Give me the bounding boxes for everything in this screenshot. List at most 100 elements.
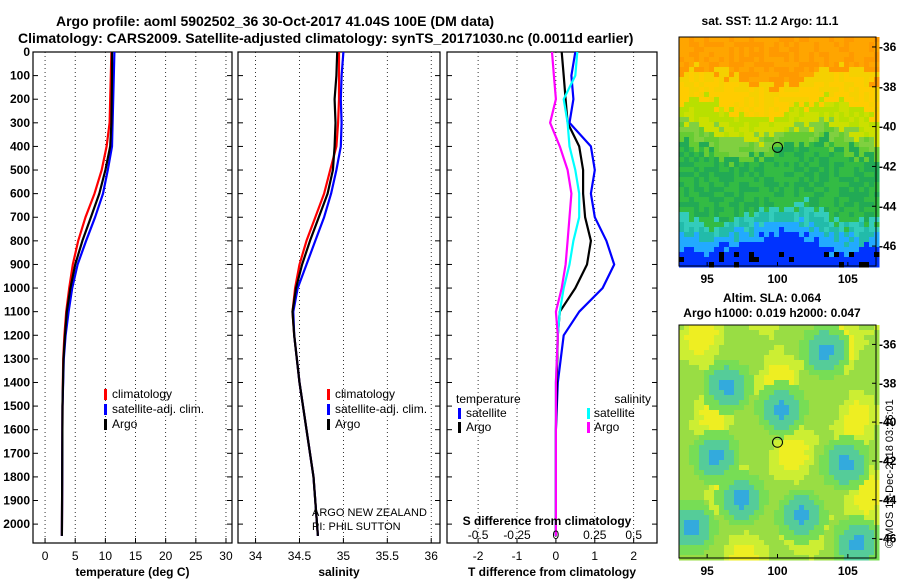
map-cell [774, 520, 780, 526]
map-cell [864, 87, 870, 93]
map-cell [689, 430, 695, 436]
map-cell [689, 390, 695, 396]
map-cell [704, 102, 710, 108]
map-cell [779, 490, 785, 496]
map-cell [829, 545, 835, 551]
map-cell [824, 102, 830, 108]
map-cell [739, 262, 745, 268]
map-cell [814, 400, 820, 406]
map-cell [694, 405, 700, 411]
map-cell [724, 42, 730, 48]
map-cell [824, 370, 830, 376]
map-cell [754, 395, 760, 401]
map-cell [784, 142, 790, 148]
map-cell [859, 132, 865, 138]
map-cell [854, 107, 860, 113]
map-cell [769, 197, 775, 203]
map-cell [794, 212, 800, 218]
map-cell [719, 475, 725, 481]
map-cell [814, 37, 820, 43]
map-cell [849, 72, 855, 78]
map-cell [704, 485, 710, 491]
map-cell [869, 137, 875, 143]
map-cell [699, 505, 705, 511]
map-cell [739, 192, 745, 198]
map-cell [779, 475, 785, 481]
map-cell [684, 325, 690, 331]
legend-swatch [587, 422, 590, 433]
map-cell [794, 340, 800, 346]
map-cell [719, 147, 725, 153]
map-cell [819, 435, 825, 441]
map-cell [759, 137, 765, 143]
map-cell [809, 520, 815, 526]
map-cell [699, 147, 705, 153]
map-cell [709, 77, 715, 83]
map-cell [704, 257, 710, 263]
map-cell [864, 515, 870, 521]
y-tick-label: 1100 [4, 305, 30, 319]
map-cell [844, 192, 850, 198]
legend-label: satellite [594, 406, 635, 420]
map-cell [799, 440, 805, 446]
map-cell [679, 252, 685, 258]
map-cell [779, 520, 785, 526]
map-cell [774, 192, 780, 198]
map-cell [729, 475, 735, 481]
map-cell [804, 247, 810, 253]
map-cell [854, 445, 860, 451]
map-cell [789, 490, 795, 496]
map-cell [739, 430, 745, 436]
map-cell [754, 202, 760, 208]
map-cell [769, 450, 775, 456]
map-cell [829, 242, 835, 248]
map-cell [774, 425, 780, 431]
map-cell [834, 137, 840, 143]
map-cell [719, 480, 725, 486]
map-cell [764, 335, 770, 341]
map-cell [829, 480, 835, 486]
map-cell [744, 52, 750, 58]
map-cell [689, 435, 695, 441]
map-cell [774, 157, 780, 163]
map-cell [769, 410, 775, 416]
y-tick-label: 1600 [3, 423, 30, 437]
map-cell [859, 237, 865, 243]
map-cell [714, 207, 720, 213]
map-cell [874, 390, 880, 396]
map-cell [694, 470, 700, 476]
map-cell [859, 67, 865, 73]
map-cell [804, 425, 810, 431]
map-cell [704, 380, 710, 386]
map-cell [799, 335, 805, 341]
map-cell [829, 262, 835, 268]
map-cell [874, 42, 880, 48]
map-cell [689, 460, 695, 466]
map-cell [809, 470, 815, 476]
map-cell [874, 550, 880, 556]
map-cell [849, 355, 855, 361]
map-cell [714, 465, 720, 471]
map-cell [724, 545, 730, 551]
map-cell [769, 82, 775, 88]
map-cell [854, 117, 860, 123]
map-cell [684, 535, 690, 541]
map-cell [749, 340, 755, 346]
map-cell [854, 340, 860, 346]
map-cell [689, 182, 695, 188]
map-cell [759, 67, 765, 73]
map-cell [789, 142, 795, 148]
map-cell [794, 237, 800, 243]
map-cell [759, 340, 765, 346]
map-cell [854, 500, 860, 506]
map-cell [794, 540, 800, 546]
map-cell [804, 42, 810, 48]
map-cell [809, 62, 815, 68]
map-cell [799, 92, 805, 98]
map-cell [774, 187, 780, 193]
map-cell [794, 395, 800, 401]
map-cell [709, 182, 715, 188]
map-cell [679, 425, 685, 431]
map-cell [764, 257, 770, 263]
map-cell [709, 47, 715, 53]
